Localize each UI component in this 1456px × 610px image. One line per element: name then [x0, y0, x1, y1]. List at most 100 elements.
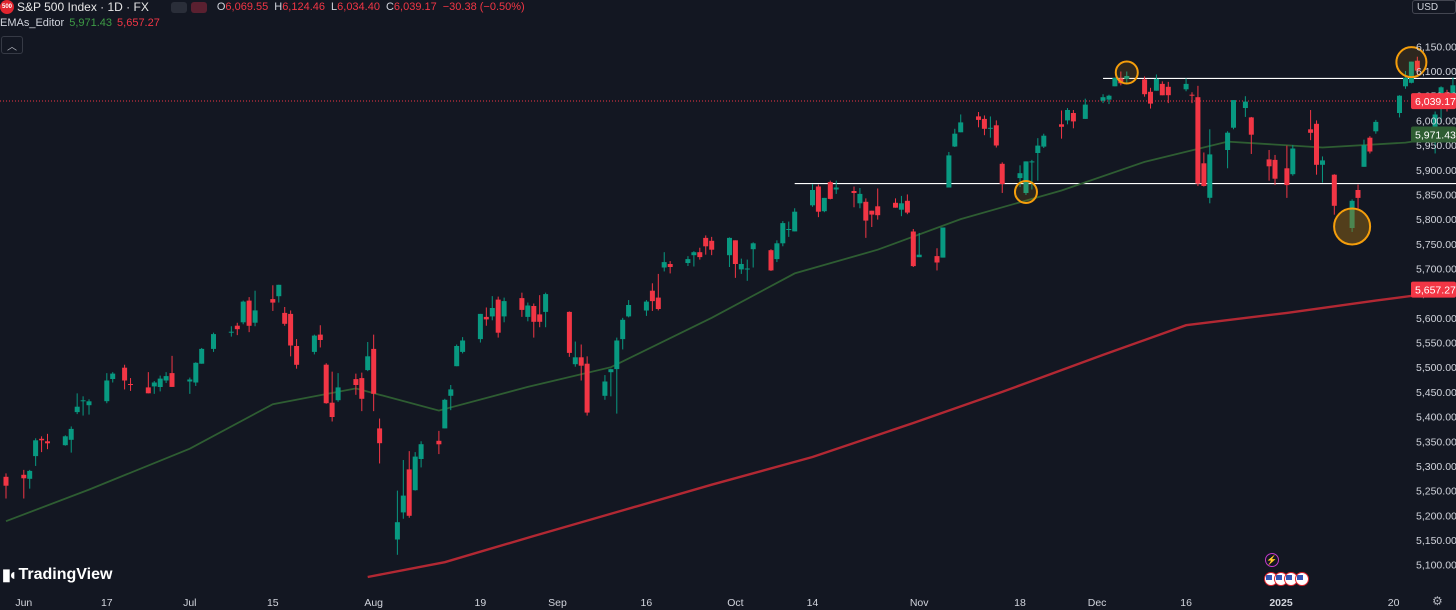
candle — [169, 355, 175, 387]
candle — [566, 311, 572, 357]
candle — [999, 162, 1005, 193]
candle-body — [1242, 101, 1248, 108]
candle-body — [999, 163, 1005, 184]
candle-body — [1041, 135, 1047, 147]
candle-body — [608, 369, 614, 373]
price-tick-label: 5,400.00 — [1416, 412, 1456, 424]
candle-body — [685, 259, 691, 263]
candle-body — [228, 331, 234, 333]
candle-body — [234, 325, 240, 330]
candle-body — [1308, 129, 1314, 133]
price-tick-label: 5,550.00 — [1416, 338, 1456, 350]
candle — [1100, 94, 1106, 104]
price-tick-label: 5,500.00 — [1416, 362, 1456, 374]
us-flag-icon[interactable] — [1295, 572, 1309, 586]
candle — [418, 441, 424, 468]
candle — [910, 228, 916, 267]
candle — [537, 295, 543, 328]
candle-body — [898, 203, 904, 210]
candle-body — [211, 334, 216, 349]
candle — [993, 120, 999, 148]
candle-body — [240, 301, 246, 323]
alert-icon[interactable] — [190, 1, 207, 13]
price-axis[interactable]: 6,150.006,100.006,050.006,000.005,950.00… — [1416, 41, 1456, 571]
gear-icon[interactable]: ⚙ — [1432, 594, 1443, 608]
events-flags[interactable] — [1264, 572, 1312, 588]
candle-body — [489, 308, 495, 317]
candle-body — [311, 335, 317, 352]
time-tick-label: 20 — [1388, 597, 1400, 609]
time-tick-label: 16 — [641, 597, 653, 609]
candle — [276, 284, 282, 303]
candle-body — [1272, 159, 1278, 179]
currency-selector[interactable]: USD — [1412, 0, 1456, 14]
candle — [1408, 61, 1414, 84]
symbol-title[interactable]: S&P 500 Index · 1D · FX — [17, 0, 149, 14]
candle-body — [21, 474, 27, 479]
candle-body — [1450, 85, 1456, 96]
candle — [1059, 110, 1064, 139]
candle — [584, 356, 590, 416]
candle — [643, 300, 649, 316]
time-axis[interactable]: Jun 17 Jul 15 Aug 19 Sep 16 Oct 14 Nov 18 Dec 16 2025 2… — [15, 597, 1456, 609]
candle — [863, 198, 869, 238]
candle — [649, 283, 655, 311]
candle-body — [1290, 148, 1296, 175]
candle-body — [1148, 91, 1153, 104]
candle — [1403, 71, 1408, 89]
time-tick-label: 19 — [475, 597, 487, 609]
candle — [1367, 136, 1373, 154]
time-tick-label: Jul — [183, 597, 196, 609]
candle — [1349, 199, 1355, 232]
candle — [1112, 77, 1118, 87]
candle-body — [3, 476, 9, 486]
candle-body — [952, 133, 958, 147]
candle — [454, 344, 460, 367]
candle — [519, 292, 525, 317]
candle — [477, 313, 483, 343]
candle-body — [371, 348, 377, 394]
price-tick-label: 6,150.00 — [1416, 41, 1456, 53]
candle-body — [584, 363, 590, 413]
candle-body — [193, 362, 199, 383]
candle-body — [857, 193, 863, 204]
candle — [228, 326, 234, 337]
tv-logo-icon: ▮◖ — [2, 567, 18, 584]
price-tick-label: 5,800.00 — [1416, 214, 1456, 226]
candle — [531, 303, 537, 338]
indicator-legend[interactable]: EMAs_Editor 5,971.43 5,657.27 — [0, 17, 160, 29]
candle — [406, 451, 412, 518]
flash-icon[interactable]: ⚡ — [1265, 553, 1279, 567]
candle-body — [667, 264, 673, 267]
candle — [1165, 81, 1171, 104]
candle — [246, 297, 252, 333]
collapse-legend-button[interactable]: ︿ — [1, 36, 23, 54]
candle-body — [394, 522, 400, 540]
candle-body — [727, 237, 732, 256]
candle — [697, 247, 703, 260]
candle-body — [774, 243, 780, 260]
market-status-icon[interactable] — [170, 1, 187, 13]
candle-body — [418, 444, 424, 459]
candle-body — [448, 389, 454, 396]
candle — [1207, 129, 1213, 204]
candle-body — [1017, 173, 1023, 179]
candle-body — [993, 125, 999, 146]
tradingview-logo[interactable]: ▮◖ TradingView — [2, 565, 112, 585]
candle-body — [1355, 190, 1361, 198]
low-label: L — [331, 1, 338, 13]
candle — [1183, 78, 1189, 92]
candle — [211, 332, 216, 352]
high-label: H — [274, 1, 283, 13]
candle-body — [1231, 100, 1236, 128]
candle — [1373, 119, 1379, 134]
candle-body — [288, 313, 294, 346]
candle — [898, 195, 904, 217]
candle — [655, 273, 661, 311]
candle-body — [910, 231, 916, 267]
candle-body — [815, 186, 821, 212]
candle — [691, 251, 697, 267]
candle — [620, 317, 626, 350]
